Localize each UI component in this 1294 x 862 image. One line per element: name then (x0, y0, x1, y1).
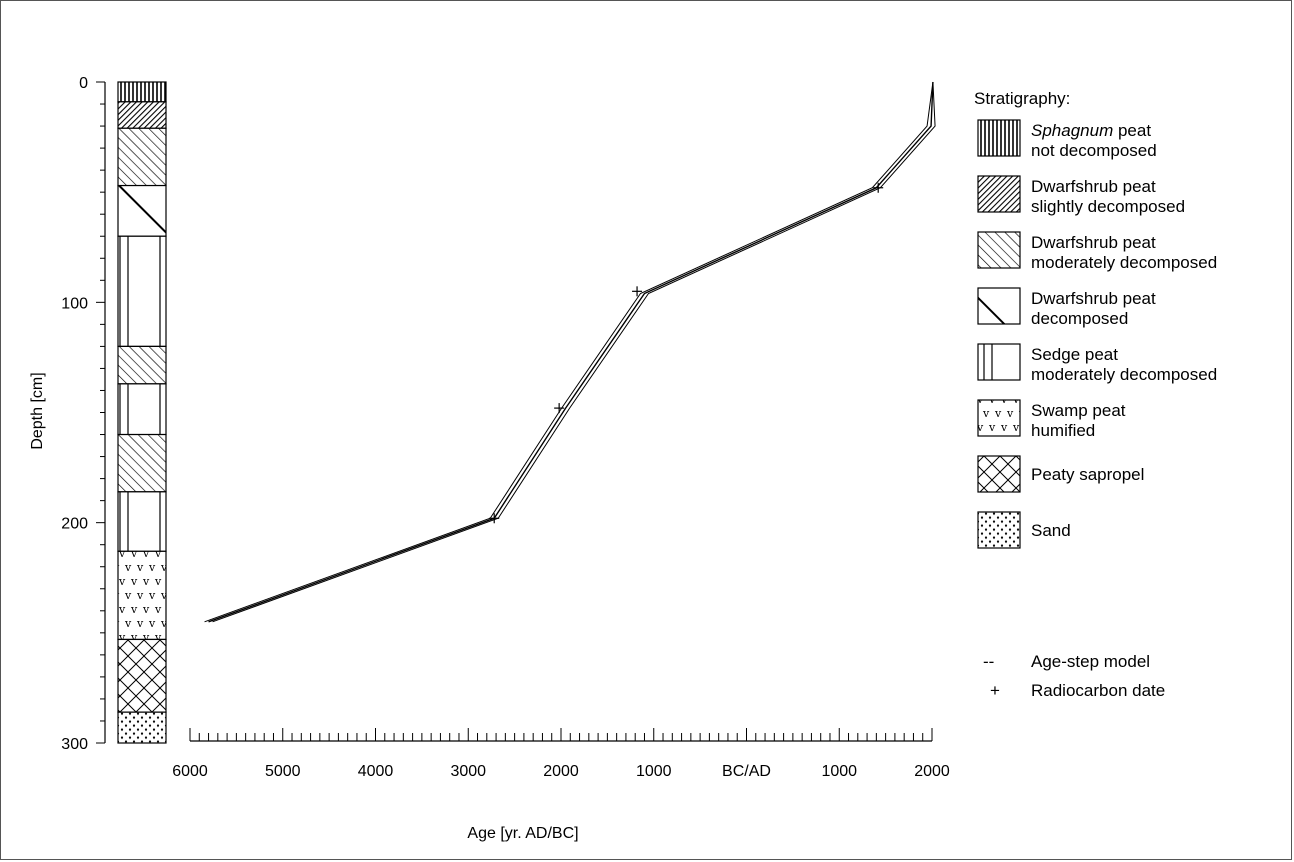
strat-layer-dwarf-decomposed (117, 184, 167, 237)
depth-tick-label: 300 (61, 736, 88, 753)
age-tick-label: 6000 (172, 763, 208, 780)
legend-label-line2: humified (1031, 421, 1095, 440)
age-step-model-label: Age-step model (1031, 652, 1150, 671)
legend-label-line2: moderately decomposed (1031, 253, 1217, 272)
legend-swatch (977, 511, 1021, 549)
strat-layer-sapropel (117, 638, 167, 713)
strat-layer-dwarf-slight (117, 101, 167, 129)
legend-title: Stratigraphy: (974, 89, 1070, 108)
strat-layer-dwarf-moderate (117, 433, 167, 493)
legend-label-line2: slightly decomposed (1031, 197, 1185, 216)
strat-layer-sphagnum (117, 81, 167, 103)
radiocarbon-date-marker (873, 182, 884, 193)
radiocarbon-date-symbol: + (990, 681, 1000, 700)
legend-item-sapropel: Peaty sapropel (977, 455, 1144, 493)
strat-layer-dwarf-moderate (117, 345, 167, 385)
age-tick-label: BC/AD (722, 763, 771, 780)
legend-label-line1: Peaty sapropel (1031, 465, 1144, 484)
age-tick-label: 4000 (358, 763, 394, 780)
age-tick-label: 1000 (636, 763, 672, 780)
legend-swatch (977, 343, 1021, 381)
depth-tick-label: 200 (61, 516, 88, 533)
age-axis: 6000 5000 4000 3000 2000 1000 BC/AD 1000 2000 (172, 728, 950, 780)
legend-swatch (977, 287, 1021, 325)
method-legend: -- Age-step model + Radiocarbon date (983, 652, 1165, 700)
legend-label-line2: moderately decomposed (1031, 365, 1217, 384)
age-depth-line (208, 81, 934, 623)
legend-swatch (977, 455, 1021, 493)
radiocarbon-date-label: Radiocarbon date (1031, 681, 1165, 700)
depth-tick-label: 100 (61, 295, 88, 312)
radiocarbon-dates (489, 182, 884, 524)
legend-label-line1: Dwarfshrub peat (1031, 233, 1156, 252)
age-tick-label: 2000 (914, 763, 950, 780)
depth-axis: 0 100 200 300 (61, 75, 106, 753)
x-axis-label: Age [yr. AD/BC] (467, 825, 578, 842)
legend-label-line2: decomposed (1031, 309, 1128, 328)
age-depth-curve (204, 81, 936, 623)
legend-label-line1: Dwarfshrub peat (1031, 177, 1156, 196)
age-tick-label: 2000 (543, 763, 579, 780)
age-depth-line (212, 81, 936, 623)
legend-label-line1: Sedge peat (1031, 345, 1118, 364)
legend-swatch (977, 399, 1021, 437)
stratigraphy-column (117, 81, 167, 744)
legend-label-line1: Sand (1031, 521, 1071, 540)
strat-layer-sedge (117, 491, 167, 552)
strat-layer-sedge (117, 235, 167, 348)
radiocarbon-date-marker (554, 403, 565, 414)
legend-label-line2: not decomposed (1031, 141, 1157, 160)
legend-item-sand: Sand (977, 511, 1071, 549)
legend-label-line1: Swamp peat (1031, 401, 1126, 420)
legend-label-line1: Sphagnum peat (1031, 121, 1151, 140)
age-tick-label: 5000 (265, 763, 301, 780)
age-step-model-symbol: -- (983, 652, 994, 671)
strat-layer-swamp (117, 550, 167, 641)
legend-swatch (977, 119, 1021, 157)
legend-label-line1: Dwarfshrub peat (1031, 289, 1156, 308)
strat-layer-dwarf-moderate (117, 127, 167, 187)
radiocarbon-date-marker (632, 286, 643, 297)
age-tick-label: 1000 (821, 763, 857, 780)
radiocarbon-date-marker (489, 513, 500, 524)
depth-tick-label: 0 (79, 75, 88, 92)
y-axis-label: Depth [cm] (29, 372, 46, 449)
legend-swatch (977, 231, 1021, 269)
legend-swatch (977, 175, 1021, 213)
strat-layer-sand (117, 711, 167, 744)
strat-layer-sedge (117, 383, 167, 436)
age-depth-line (204, 81, 934, 623)
age-tick-label: 3000 (450, 763, 486, 780)
